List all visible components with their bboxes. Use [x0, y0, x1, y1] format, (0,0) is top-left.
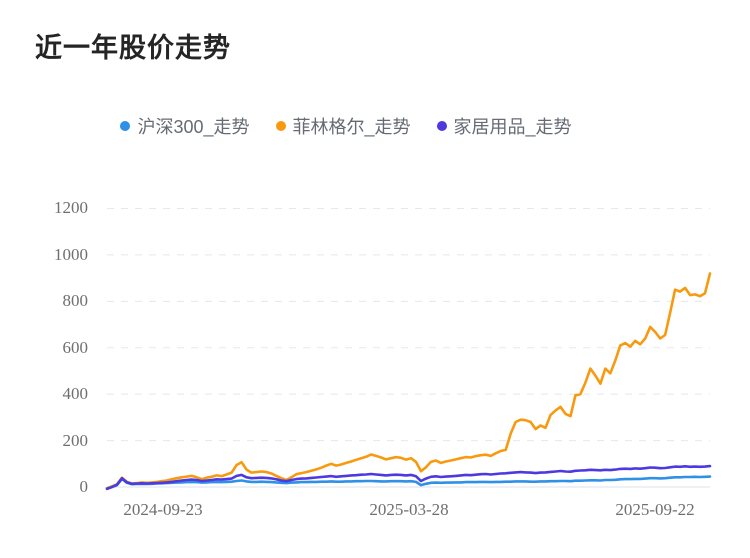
- series-line-沪深300_走势: [105, 475, 712, 490]
- y-axis-tick-label: 200: [62, 431, 89, 450]
- x-axis-tick-label: 2025-09-22: [615, 500, 695, 519]
- legend-label: 菲林格尔_走势: [292, 117, 411, 137]
- legend-dot-icon: [120, 121, 131, 131]
- x-axis-tick-label: 2024-09-23: [123, 500, 203, 519]
- chart-legend: 沪深300_走势 菲林格尔_走势 家居用品_走势: [0, 113, 750, 139]
- y-axis-tick-label: 600: [62, 338, 89, 357]
- y-axis-tick-label: 1000: [54, 245, 88, 264]
- legend-item-hs300[interactable]: 沪深300_走势: [120, 113, 250, 139]
- legend-dot-icon: [436, 121, 447, 131]
- x-axis-tick-label: 2025-03-28: [369, 500, 449, 519]
- chart-title: 近一年股价走势: [35, 33, 231, 63]
- legend-dot-icon: [275, 121, 286, 131]
- y-axis-tick-label: 1200: [54, 198, 88, 217]
- legend-label: 家居用品_走势: [453, 117, 572, 137]
- legend-item-household[interactable]: 家居用品_走势: [436, 113, 572, 139]
- series-line-菲林格尔_走势: [105, 272, 712, 490]
- y-axis-tick-label: 400: [62, 384, 89, 403]
- y-axis-tick-label: 800: [62, 291, 89, 310]
- legend-label: 沪深300_走势: [137, 117, 250, 137]
- y-axis-tick-label: 0: [79, 477, 89, 496]
- legend-item-filinger[interactable]: 菲林格尔_走势: [275, 113, 411, 139]
- series-line-家居用品_走势: [105, 464, 712, 491]
